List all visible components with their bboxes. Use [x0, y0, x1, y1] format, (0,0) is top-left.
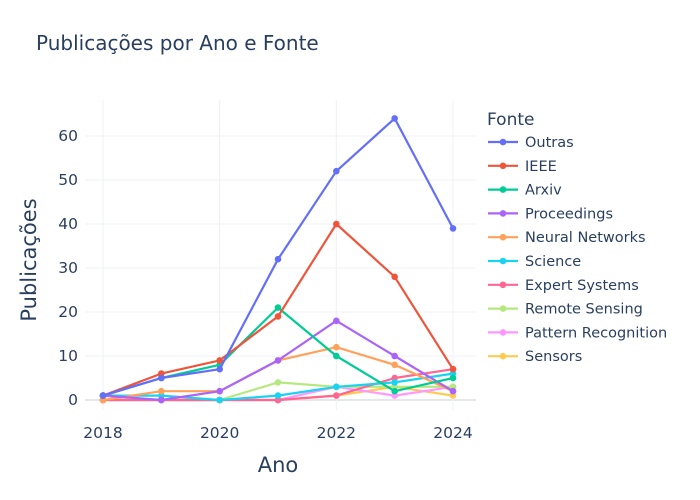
- series-ieee: [99, 220, 457, 399]
- legend-label: Science: [525, 254, 581, 270]
- data-point-arxiv: [333, 352, 340, 360]
- data-point-outras: [449, 225, 457, 232]
- legend-label: Remote Sensing: [525, 302, 643, 318]
- legend-item-outras[interactable]: Outras: [488, 135, 574, 151]
- data-point-outras: [99, 392, 107, 399]
- data-point-outras: [333, 167, 340, 175]
- legend-swatch-marker: [499, 352, 507, 360]
- data-point-neural-networks: [333, 343, 340, 351]
- data-point-arxiv: [449, 374, 457, 382]
- x-axis-title: Ano: [258, 453, 299, 477]
- y-tick-label: 20: [58, 303, 78, 321]
- legend-item-neural-networks[interactable]: Neural Networks: [488, 230, 646, 246]
- data-point-ieee: [449, 365, 457, 373]
- legend-label: IEEE: [525, 159, 557, 175]
- data-point-arxiv: [274, 304, 282, 311]
- legend-swatch-marker: [499, 329, 507, 336]
- data-point-ieee: [216, 357, 223, 364]
- legend-swatch-marker: [499, 210, 507, 217]
- legend-label: Proceedings: [525, 206, 613, 222]
- data-point-proceedings: [158, 396, 165, 404]
- y-tick-label: 50: [58, 171, 78, 189]
- y-tick-label: 30: [58, 259, 78, 277]
- x-tick-label: 2018: [83, 424, 122, 442]
- legend-swatch-marker: [499, 233, 507, 241]
- data-point-ieee: [391, 273, 398, 281]
- legend-item-arxiv[interactable]: Arxiv: [488, 183, 562, 199]
- chart-title: Publicações por Ano e Fonte: [36, 31, 319, 55]
- data-point-expert-systems: [333, 392, 340, 399]
- data-point-proceedings: [449, 387, 457, 395]
- data-point-science: [333, 383, 340, 391]
- data-point-proceedings: [391, 352, 398, 360]
- y-tick-label: 10: [58, 347, 78, 365]
- data-point-science: [274, 392, 282, 399]
- legend-swatch-marker: [499, 162, 507, 170]
- legend: Outras IEEE Arxiv Proceedings Neural Network…: [488, 135, 667, 365]
- data-point-neural-networks: [158, 387, 165, 395]
- legend-item-ieee[interactable]: IEEE: [488, 159, 557, 175]
- legend-label: Neural Networks: [525, 230, 646, 246]
- y-tick-label: 40: [58, 215, 78, 233]
- legend-label: Expert Systems: [525, 278, 639, 294]
- legend-label: Pattern Recognition: [525, 325, 667, 341]
- legend-swatch-marker: [499, 305, 507, 312]
- x-axis-ticks: 2018 2020 2022 2024: [83, 424, 472, 442]
- legend-item-expert-systems[interactable]: Expert Systems: [488, 278, 639, 294]
- legend-item-proceedings[interactable]: Proceedings: [488, 206, 613, 222]
- series-outras: [99, 115, 457, 399]
- data-point-proceedings: [216, 387, 223, 395]
- series-line-neural-networks: [102, 346, 454, 402]
- data-point-outras: [391, 115, 398, 122]
- legend-label: Sensors: [525, 349, 582, 365]
- legend-label: Outras: [525, 135, 574, 151]
- legend-swatch-marker: [499, 186, 507, 193]
- data-point-arxiv: [391, 387, 398, 395]
- data-point-science: [391, 379, 398, 386]
- x-tick-label: 2020: [200, 424, 239, 442]
- legend-item-remote-sensing[interactable]: Remote Sensing: [488, 302, 643, 318]
- y-axis-title: Publicações: [17, 198, 41, 321]
- legend-item-pattern-recognition[interactable]: Pattern Recognition: [488, 325, 667, 341]
- legend-item-science[interactable]: Science: [488, 254, 581, 270]
- data-point-outras: [158, 374, 165, 382]
- y-tick-label: 0: [68, 391, 78, 409]
- data-point-proceedings: [333, 317, 340, 325]
- legend-title: Fonte: [487, 110, 534, 130]
- data-point-outras: [274, 255, 282, 263]
- legend-label: Arxiv: [525, 183, 562, 199]
- data-point-proceedings: [274, 357, 282, 364]
- data-point-neural-networks: [391, 361, 398, 369]
- legend-swatch-marker: [499, 257, 507, 265]
- legend-item-sensors[interactable]: Sensors: [488, 349, 582, 365]
- x-tick-label: 2022: [317, 424, 356, 442]
- y-tick-label: 60: [58, 127, 78, 145]
- data-point-science: [216, 396, 223, 404]
- data-point-ieee: [333, 220, 340, 228]
- data-point-remote-sensing: [274, 379, 282, 386]
- legend-swatch-marker: [499, 138, 507, 146]
- x-tick-label: 2024: [433, 424, 472, 442]
- data-point-ieee: [274, 313, 282, 320]
- data-point-outras: [216, 365, 223, 373]
- legend-swatch-marker: [499, 281, 507, 289]
- y-axis-ticks: 0 10 20 30 40 50 60: [58, 127, 78, 409]
- plot-area: [99, 115, 457, 404]
